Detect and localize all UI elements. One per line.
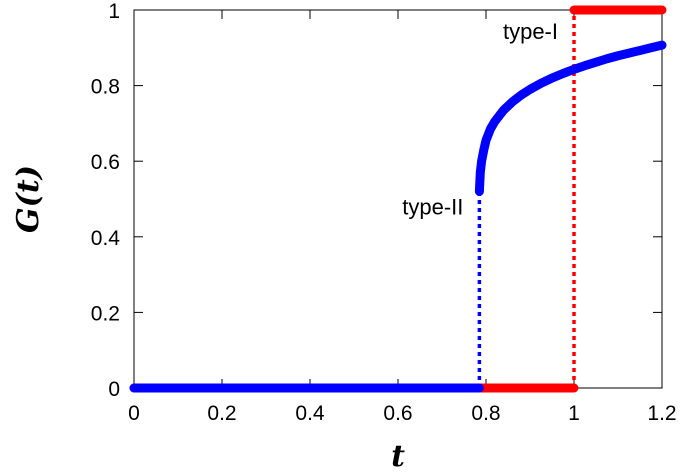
marks-layer [129, 5, 667, 393]
x-tick-label-2: 0.4 [295, 402, 325, 425]
x-axis-title: t [391, 439, 405, 474]
labels-layer: t G(t) 0 0.2 0.4 0.6 0.8 1 1.2 0 0.2 0.4 0.6 0.8 1 ty… [11, 0, 677, 474]
series-2-segment-1 [474, 40, 667, 196]
annotation-1: type-II [402, 195, 463, 220]
y-axis-title: G(t) [11, 165, 46, 233]
x-tick-label-1: 0.2 [207, 402, 236, 425]
y-tick-label-5: 1 [108, 0, 120, 23]
x-tick-label-5: 1 [568, 402, 580, 425]
y-tick-label-3: 0.6 [91, 151, 120, 174]
x-tick-label-0: 0 [128, 402, 140, 425]
x-tick-label-6: 1.2 [647, 402, 676, 425]
y-tick-label-1: 0.2 [91, 302, 120, 325]
y-tick-label-0: 0 [108, 378, 120, 401]
y-tick-label-4: 0.8 [91, 76, 120, 99]
y-tick-label-2: 0.4 [91, 227, 121, 250]
annotation-0: type-I [503, 19, 558, 44]
x-tick-label-3: 0.6 [383, 402, 412, 425]
x-tick-label-4: 0.8 [471, 402, 500, 425]
